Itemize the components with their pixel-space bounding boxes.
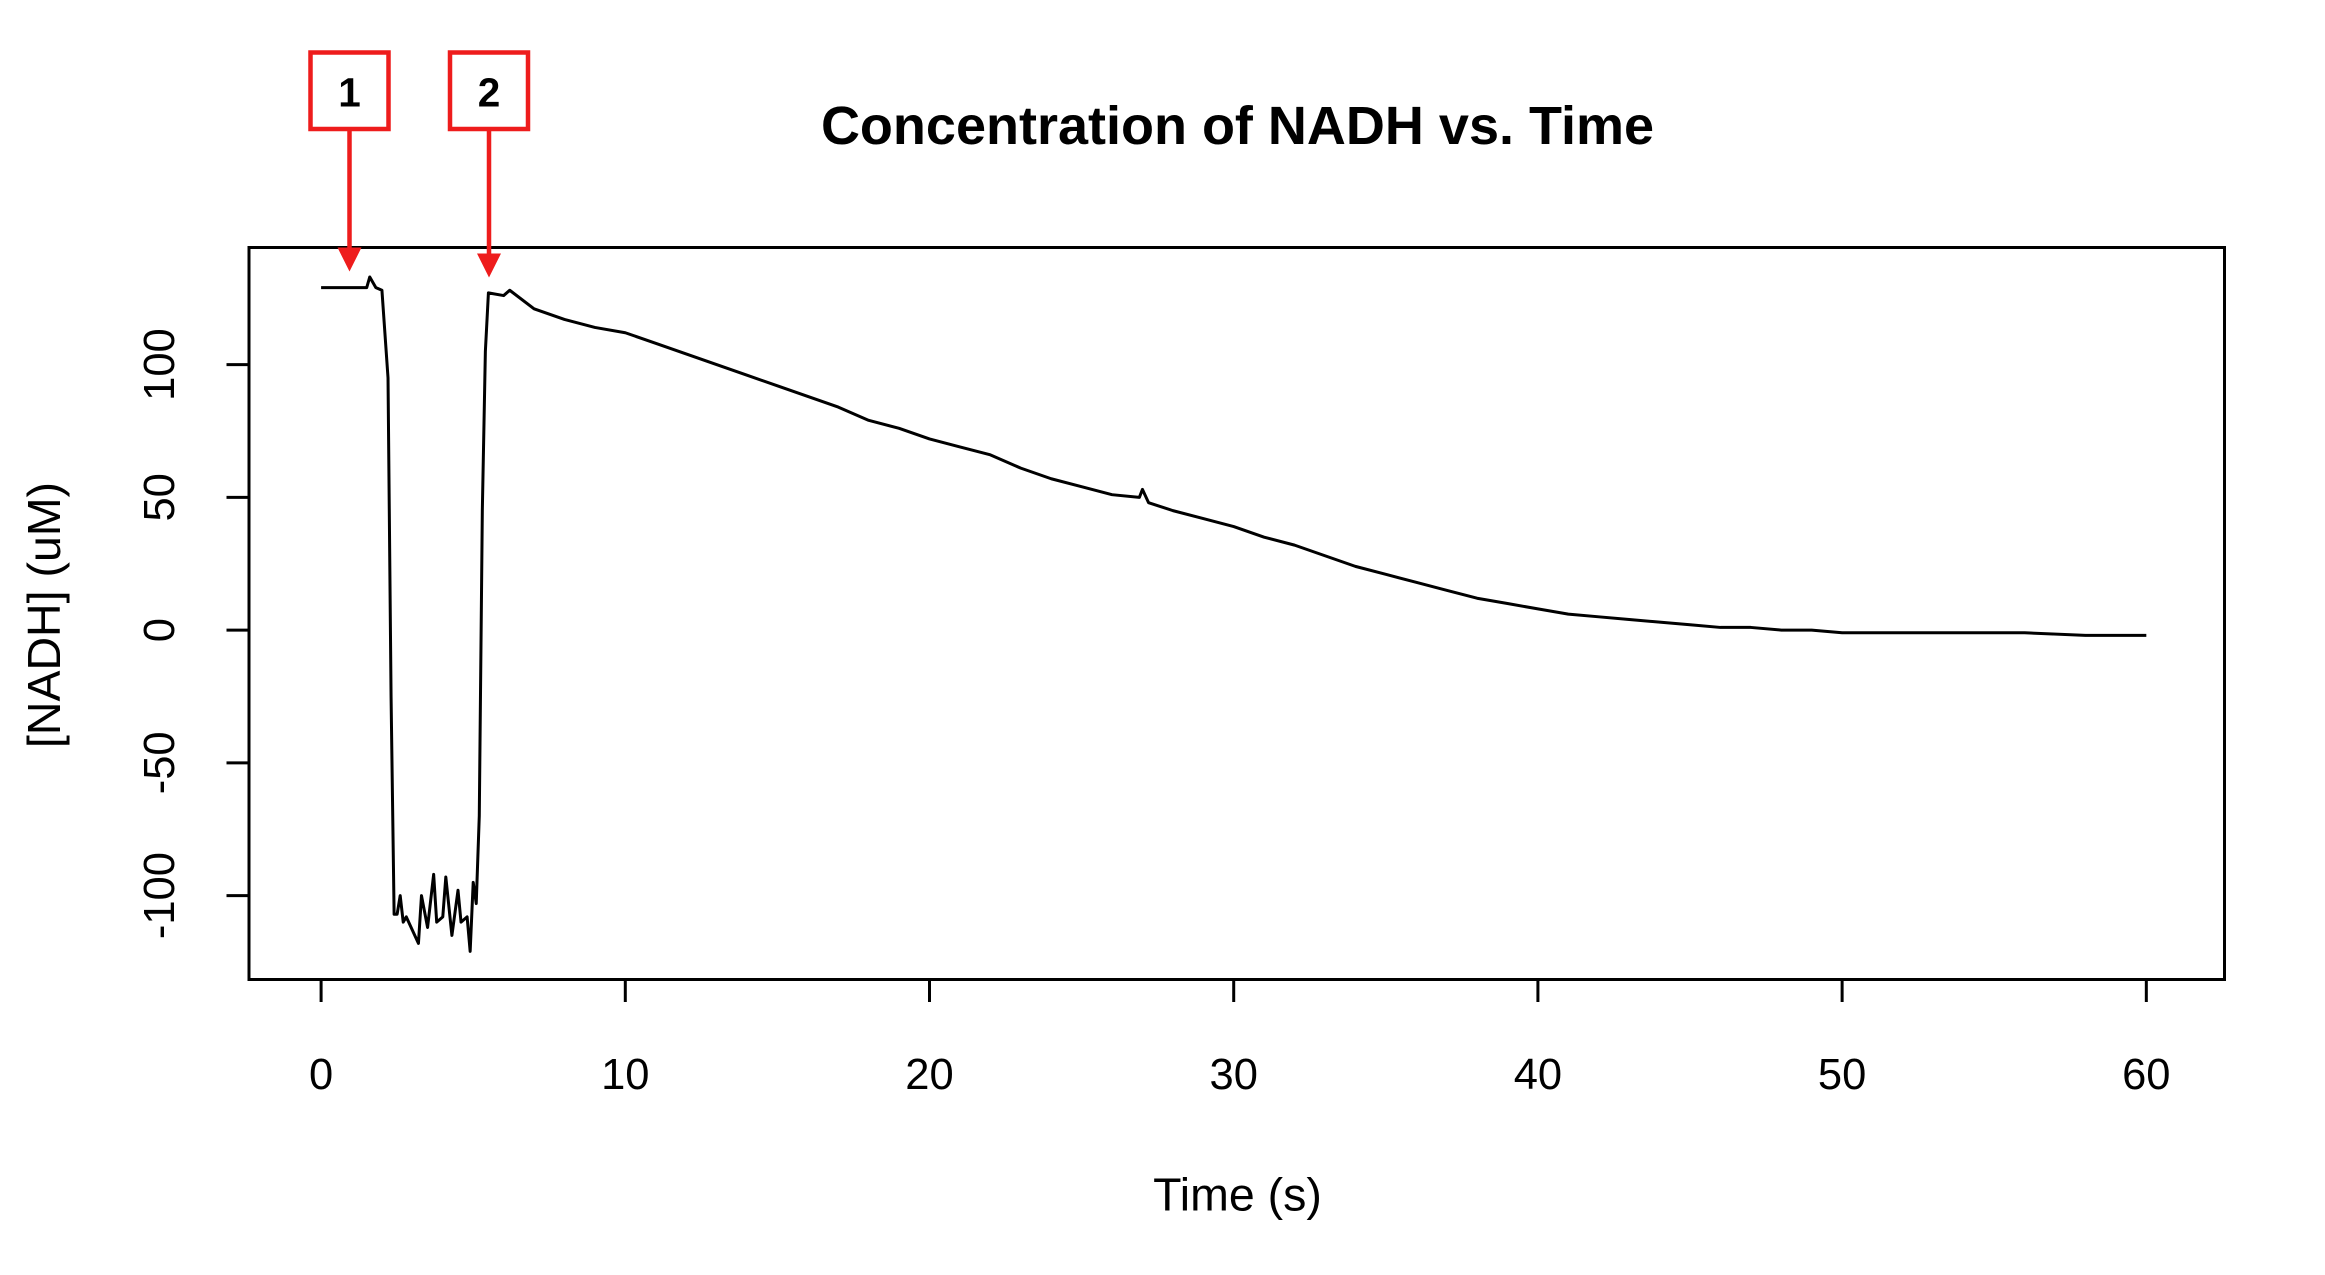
x-tick-label: 50 (1818, 1051, 1866, 1099)
x-axis-label: Time (s) (1153, 1169, 1322, 1221)
y-tick-label: 0 (136, 618, 184, 642)
y-tick-label: 100 (136, 328, 184, 401)
annotation-label: 2 (478, 70, 501, 116)
x-tick-label: 0 (309, 1051, 333, 1099)
annotation-arrowhead (477, 253, 501, 278)
annotation-arrowhead (337, 247, 362, 272)
y-tick-label: -100 (136, 852, 184, 939)
y-tick-label: -50 (136, 731, 184, 794)
y-tick-label: 50 (136, 473, 184, 521)
x-tick-label: 30 (1210, 1051, 1258, 1099)
data-line (321, 275, 2147, 953)
x-tick-label: 60 (2122, 1051, 2170, 1099)
chart-title: Concentration of NADH vs. Time (821, 96, 1654, 156)
y-axis-label: [NADH] (uM) (18, 482, 70, 748)
annotation-label: 1 (338, 70, 361, 116)
x-tick-label: 40 (1514, 1051, 1562, 1099)
plot-frame (247, 246, 2226, 981)
x-tick-label: 10 (601, 1051, 649, 1099)
x-tick-label: 20 (905, 1051, 953, 1099)
annotation-box (447, 50, 531, 132)
